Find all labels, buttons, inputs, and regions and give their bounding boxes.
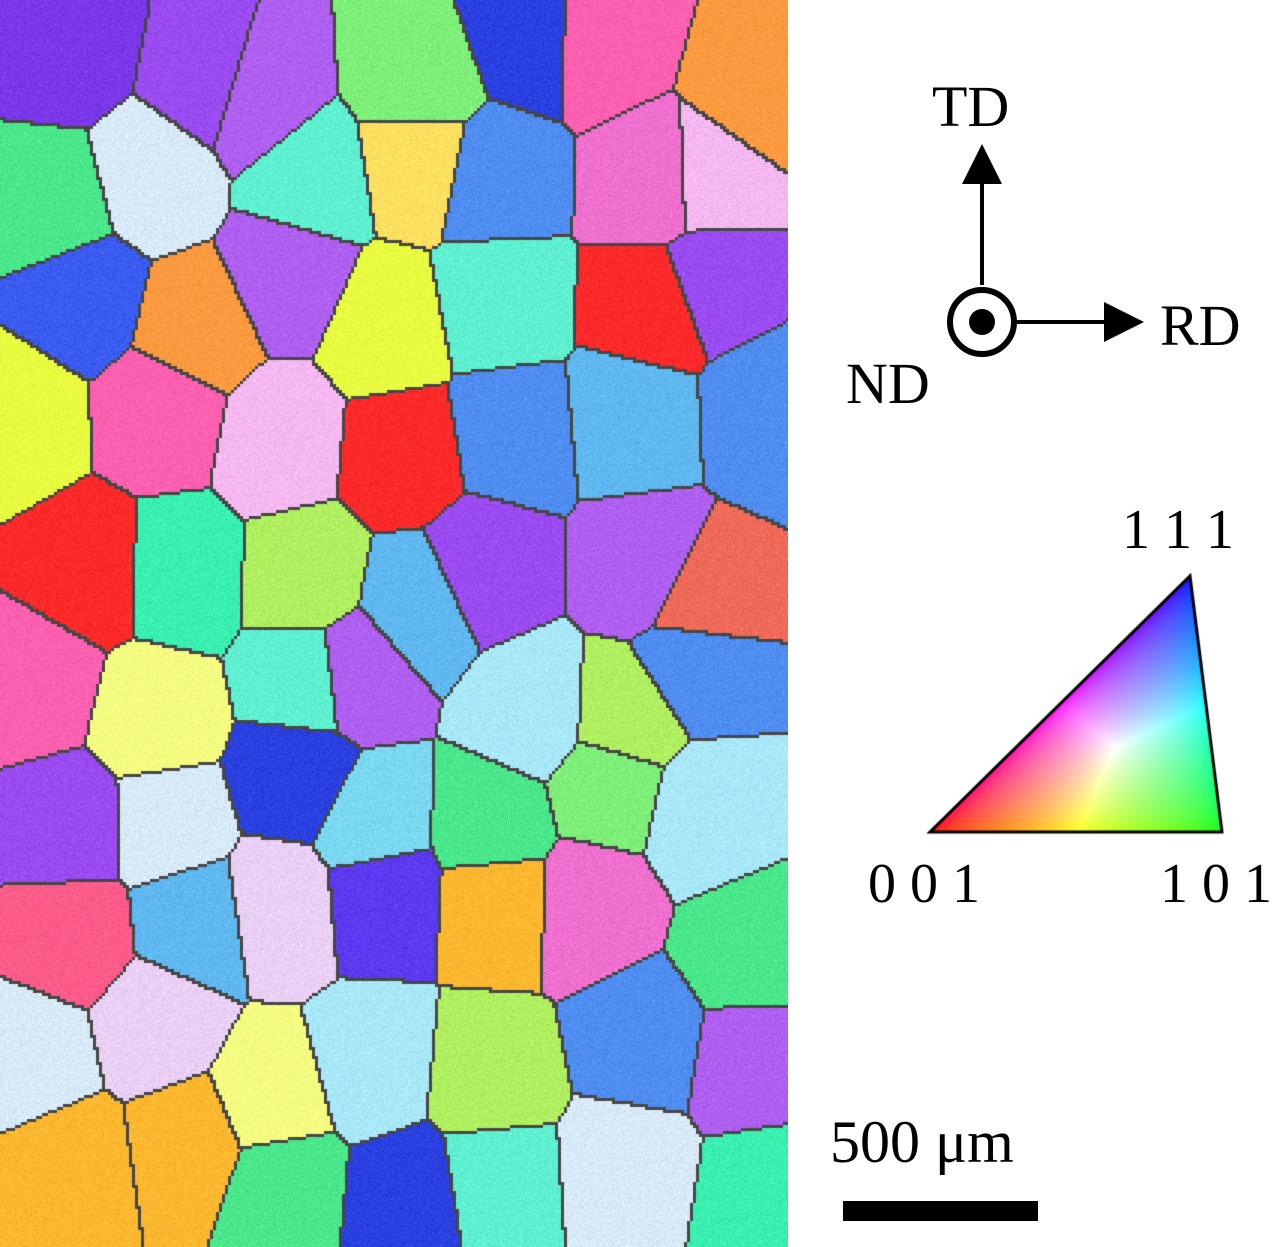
ebsd-orientation-map bbox=[0, 0, 788, 1247]
ipf-111-label: 1 1 1 bbox=[1122, 499, 1234, 561]
axes-arrows bbox=[947, 144, 1144, 357]
ipf-101-label: 1 0 1 bbox=[1160, 853, 1272, 915]
ipf-color-triangle bbox=[840, 480, 1280, 920]
nd-dot-icon bbox=[969, 309, 995, 335]
nd-circle-icon bbox=[947, 287, 1017, 357]
scale-bar-label: 500 μm bbox=[830, 1109, 1014, 1175]
ipf-001-label: 0 0 1 bbox=[868, 853, 980, 915]
rd-label: RD bbox=[1160, 293, 1241, 358]
nd-label: ND bbox=[846, 351, 930, 416]
inverse-pole-figure-key: 1 1 1 0 0 1 1 0 1 bbox=[840, 480, 1280, 920]
sample-axes-legend: TD RD ND bbox=[820, 60, 1280, 440]
scale-bar bbox=[843, 1201, 1038, 1221]
td-label: TD bbox=[932, 74, 1010, 139]
